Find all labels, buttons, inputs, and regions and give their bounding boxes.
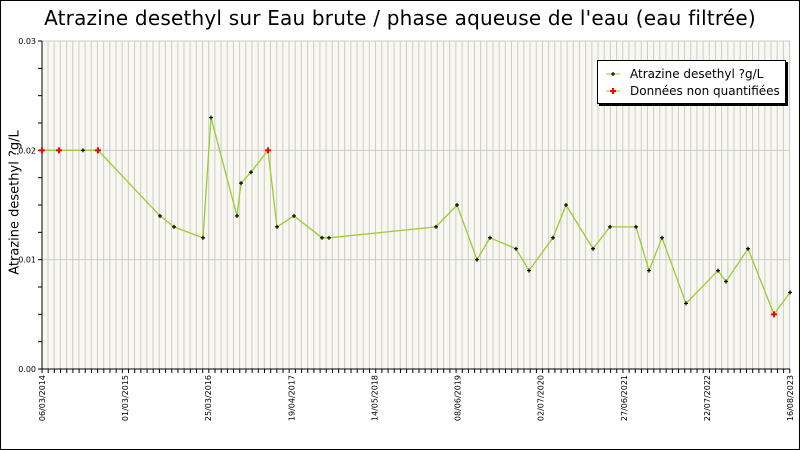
x-tick-label: 19/04/2017 [287, 375, 296, 421]
x-tick-label: 16/08/2023 [786, 375, 795, 421]
data-point [724, 279, 728, 284]
data-point [527, 268, 531, 273]
data-point [488, 235, 492, 240]
data-point [716, 268, 720, 273]
x-tick-label: 01/03/2015 [121, 375, 130, 421]
legend-marker-red-icon [606, 88, 620, 94]
data-point [434, 224, 438, 229]
data-point [788, 290, 792, 295]
x-tick-label: 22/07/2022 [703, 375, 712, 421]
data-point-non-quantified [771, 311, 777, 318]
data-point [647, 268, 651, 273]
legend-item-measured: Atrazine desethyl ?g/L [606, 66, 763, 82]
data-point-non-quantified [265, 147, 271, 154]
data-point [201, 235, 205, 240]
data-point [209, 115, 213, 120]
data-point [239, 181, 243, 186]
x-tick-label: 06/03/2014 [38, 375, 47, 421]
data-point [564, 203, 568, 207]
data-point [275, 224, 279, 229]
data-point-non-quantified [95, 147, 101, 154]
x-tick-label: 02/07/2020 [537, 375, 546, 421]
x-tick-label: 27/06/2021 [620, 375, 629, 421]
x-tick-label: 14/05/2018 [370, 375, 379, 421]
legend: Atrazine desethyl ?g/L Données non quant… [597, 60, 786, 104]
legend-label-measured: Atrazine desethyl ?g/L [630, 67, 764, 81]
data-point [475, 257, 479, 262]
data-point [455, 203, 459, 207]
data-point [235, 213, 239, 218]
legend-marker-black-icon [606, 72, 620, 76]
y-tick-label: 0.00 [18, 365, 36, 374]
data-point [320, 235, 324, 240]
data-point [81, 148, 85, 153]
data-point [746, 246, 750, 251]
data-point [158, 213, 162, 218]
data-point [172, 224, 176, 229]
data-point [684, 301, 688, 306]
data-point [634, 224, 638, 229]
data-point-non-quantified [39, 147, 45, 154]
legend-label-non-quantified: Données non quantifiées [630, 84, 780, 98]
legend-item-non-quantified: Données non quantifiées [606, 83, 780, 99]
x-tick-label: 25/03/2016 [204, 375, 213, 421]
data-point [608, 224, 612, 229]
y-tick-label: 0.02 [18, 146, 36, 155]
y-tick-label: 0.03 [18, 37, 36, 46]
chart-title: Atrazine desethyl sur Eau brute / phase … [44, 6, 756, 30]
data-point [327, 235, 331, 240]
data-point-non-quantified [56, 147, 62, 154]
data-point [292, 213, 296, 218]
data-point [514, 246, 518, 251]
x-tick-label: 08/06/2019 [454, 375, 463, 421]
data-point [591, 246, 595, 251]
y-tick-label: 0.01 [18, 256, 36, 265]
data-point [551, 235, 555, 240]
data-point [660, 235, 664, 240]
data-point [249, 170, 253, 175]
